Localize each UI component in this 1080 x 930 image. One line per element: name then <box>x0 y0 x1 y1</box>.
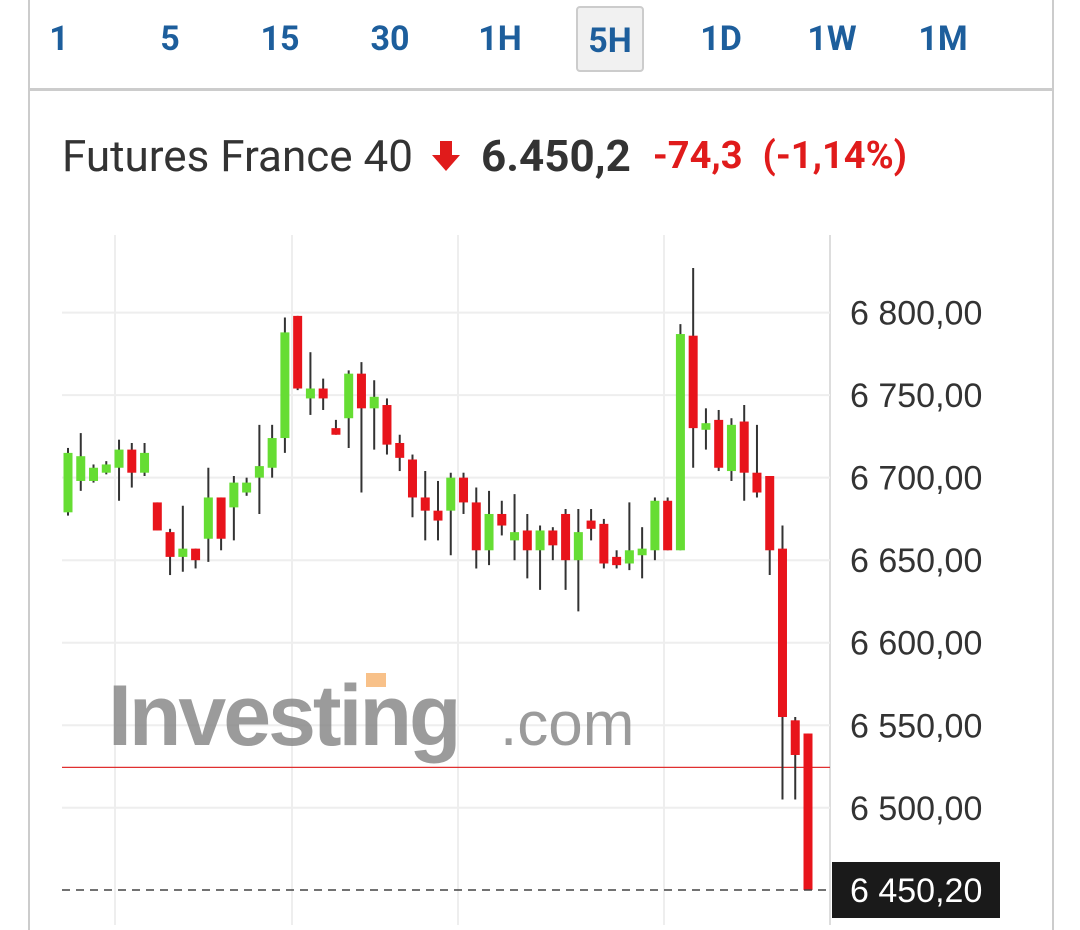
candle-body <box>790 720 800 755</box>
candle-body <box>191 548 201 561</box>
candle-body <box>739 421 749 473</box>
candle-body <box>293 315 303 389</box>
candle-body <box>407 459 417 498</box>
candle-body <box>280 332 290 439</box>
candle-body <box>63 452 73 513</box>
price-change: -74,3 <box>652 134 743 178</box>
candle-body <box>331 428 341 435</box>
candle-body <box>765 476 775 551</box>
last-price-box <box>832 862 1000 919</box>
candle-body <box>242 482 252 493</box>
candle-body <box>229 482 239 508</box>
candle-body <box>752 472 762 493</box>
candle-body <box>140 452 150 473</box>
timeframe-tab[interactable]: 15 <box>260 19 300 59</box>
candle-body <box>216 497 226 539</box>
candle-body <box>318 388 328 399</box>
timeframe-tab[interactable]: 1 <box>49 19 69 59</box>
timeframe-tab[interactable]: 1W <box>807 19 857 59</box>
instrument-name: Futures France 40 <box>62 130 413 182</box>
quote-header: Futures France 40 6.450,2 -74,3 (-1,14%) <box>62 126 907 186</box>
watermark-accent <box>366 673 386 687</box>
candle-body <box>254 466 264 478</box>
timeframe-tab[interactable]: 5H <box>576 6 644 72</box>
candle-body <box>701 423 711 430</box>
candle-body <box>433 510 443 521</box>
y-tick-label: 6 800,00 <box>850 295 982 333</box>
candle-body <box>484 513 494 551</box>
candle-body <box>510 532 520 541</box>
watermark-suffix: .com <box>500 690 634 759</box>
y-tick-label: 6 750,00 <box>850 377 982 415</box>
y-tick-label: 6 650,00 <box>850 542 982 580</box>
candle-body <box>714 419 724 468</box>
candle-body <box>89 467 99 481</box>
candle-body <box>650 500 660 551</box>
candle-body <box>165 532 175 557</box>
candle-body <box>420 497 430 511</box>
candle-body <box>548 530 558 546</box>
candle-body <box>803 733 813 891</box>
candle-body <box>637 548 647 556</box>
timeframe-tabs: 1 5 15 30 1H 5H 1D 1W 1M <box>30 0 1052 91</box>
candle-body <box>101 464 111 473</box>
candle-body <box>675 334 685 551</box>
candle-body <box>356 373 366 409</box>
y-tick-label: 6 700,00 <box>850 460 982 498</box>
last-price: 6.450,2 <box>481 130 631 182</box>
candle-body <box>561 513 571 561</box>
candle-body <box>203 497 213 539</box>
candle-body <box>688 335 698 429</box>
candle-body <box>726 424 736 472</box>
last-price-label: 6 450,20 <box>850 872 982 910</box>
candle-body <box>76 456 86 481</box>
candle-body <box>446 477 456 511</box>
candle-body <box>152 502 162 531</box>
candle-body <box>612 556 622 566</box>
candle-body <box>178 548 188 557</box>
y-tick-label: 6 600,00 <box>850 625 982 663</box>
candle-body <box>395 442 405 458</box>
candle-body <box>344 373 354 419</box>
candle-body <box>127 449 137 473</box>
candle-body <box>573 532 583 561</box>
timeframe-tab[interactable]: 5 <box>160 19 180 59</box>
candle-body <box>624 550 634 564</box>
candle-body <box>522 530 532 551</box>
candle-body <box>369 396 379 409</box>
watermark: Investing .com <box>108 668 634 764</box>
candle-body <box>535 530 545 551</box>
timeframe-tab[interactable]: 1H <box>478 19 522 59</box>
y-tick-label: 6 500,00 <box>850 790 982 828</box>
timeframe-tab[interactable]: 1D <box>700 19 742 59</box>
candle-body <box>586 520 596 529</box>
candle-body <box>459 477 469 503</box>
candle-body <box>114 449 124 468</box>
candle-body <box>267 438 277 468</box>
candle-body <box>777 548 787 718</box>
panel-frame <box>28 0 1054 930</box>
down-arrow-icon <box>432 141 460 171</box>
timeframe-tab[interactable]: 30 <box>370 19 410 59</box>
candle-body <box>382 405 392 445</box>
candle-body <box>471 502 481 551</box>
price-change-percent: (-1,14%) <box>762 134 907 178</box>
candle-body <box>305 388 315 399</box>
timeframe-tab[interactable]: 1M <box>918 19 968 59</box>
candle-body <box>663 500 673 551</box>
y-tick-label: 6 550,00 <box>850 707 982 745</box>
watermark-text: Investing <box>108 668 459 764</box>
candle-body <box>497 513 507 526</box>
candle-body <box>599 523 609 564</box>
